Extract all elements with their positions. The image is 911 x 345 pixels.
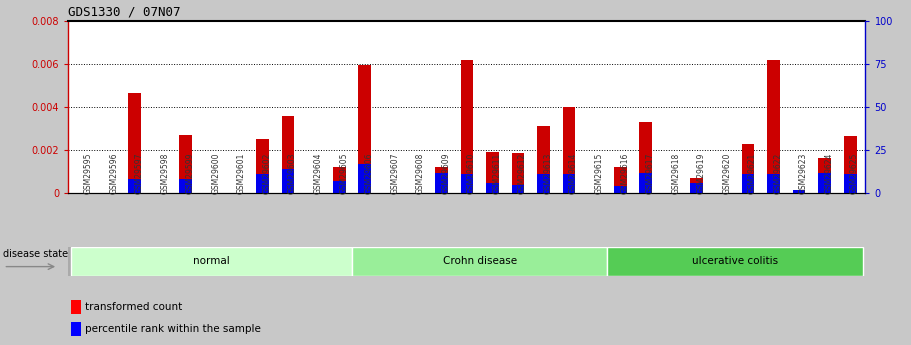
Text: GSM29599: GSM29599 [186, 153, 195, 194]
Text: GSM29607: GSM29607 [390, 153, 399, 194]
Bar [818, 158, 831, 193]
Bar [691, 183, 703, 193]
Bar [435, 172, 447, 193]
Text: GSM29605: GSM29605 [339, 153, 348, 194]
Text: GDS1330 / 07N07: GDS1330 / 07N07 [68, 5, 180, 18]
Text: percentile rank within the sample: percentile rank within the sample [85, 324, 261, 334]
Text: GSM29598: GSM29598 [160, 153, 169, 194]
Text: GSM29601: GSM29601 [237, 153, 246, 194]
Bar [608, 247, 863, 276]
Bar [179, 179, 192, 193]
Text: GSM29623: GSM29623 [799, 153, 808, 194]
Bar [512, 153, 525, 193]
Bar [460, 60, 474, 193]
Bar [71, 300, 81, 314]
Bar [640, 172, 652, 193]
Bar [71, 322, 81, 336]
Bar [256, 139, 269, 193]
Text: GSM29617: GSM29617 [646, 153, 655, 194]
Text: disease state: disease state [4, 249, 68, 259]
Bar [844, 136, 856, 193]
Bar [563, 174, 576, 193]
Bar [537, 126, 550, 193]
Bar [767, 174, 780, 193]
Bar [71, 247, 352, 276]
Bar [767, 60, 780, 193]
Bar [358, 164, 371, 193]
Text: GSM29603: GSM29603 [288, 153, 297, 194]
Text: GSM29624: GSM29624 [824, 153, 834, 194]
Text: GSM29612: GSM29612 [518, 153, 527, 194]
Text: GSM29596: GSM29596 [109, 153, 118, 194]
Bar [563, 107, 576, 193]
Bar [818, 172, 831, 193]
Bar [256, 174, 269, 193]
Text: GSM29597: GSM29597 [135, 153, 144, 194]
Text: GSM29609: GSM29609 [441, 153, 450, 194]
Bar [844, 174, 856, 193]
Bar [742, 174, 754, 193]
Text: GSM29622: GSM29622 [773, 153, 783, 194]
Bar [486, 152, 499, 193]
Text: GSM29595: GSM29595 [84, 153, 93, 194]
Text: GSM29615: GSM29615 [595, 153, 604, 194]
Text: Crohn disease: Crohn disease [443, 256, 517, 266]
Text: ulcerative colitis: ulcerative colitis [692, 256, 778, 266]
Bar [537, 174, 550, 193]
Bar [358, 65, 371, 193]
Bar [435, 167, 447, 193]
Bar [614, 167, 627, 193]
Bar [512, 185, 525, 193]
Text: GSM29602: GSM29602 [262, 153, 271, 194]
Bar [742, 144, 754, 193]
Text: GSM29606: GSM29606 [364, 153, 374, 194]
Text: GSM29618: GSM29618 [671, 153, 681, 194]
Bar [281, 169, 294, 193]
Bar [640, 122, 652, 193]
Bar [128, 179, 141, 193]
Text: GSM29625: GSM29625 [850, 153, 859, 194]
Text: GSM29611: GSM29611 [493, 153, 501, 194]
Bar [460, 174, 474, 193]
Bar [614, 186, 627, 193]
Bar [281, 116, 294, 193]
Text: GSM29604: GSM29604 [313, 153, 322, 194]
Bar [486, 183, 499, 193]
Text: GSM29614: GSM29614 [569, 153, 578, 194]
Text: transformed count: transformed count [85, 302, 182, 312]
Bar [793, 190, 805, 193]
Bar [179, 135, 192, 193]
Bar [333, 181, 345, 193]
Text: GSM29610: GSM29610 [466, 153, 476, 194]
Text: GSM29616: GSM29616 [620, 153, 630, 194]
Text: normal: normal [193, 256, 230, 266]
Bar [333, 167, 345, 193]
Text: GSM29619: GSM29619 [697, 153, 706, 194]
Text: GSM29608: GSM29608 [415, 153, 425, 194]
Bar [128, 93, 141, 193]
Text: GSM29620: GSM29620 [722, 153, 732, 194]
Bar [352, 247, 608, 276]
Bar [691, 178, 703, 193]
Text: GSM29613: GSM29613 [544, 153, 553, 194]
Text: GSM29600: GSM29600 [211, 153, 220, 194]
Text: GSM29621: GSM29621 [748, 153, 757, 194]
